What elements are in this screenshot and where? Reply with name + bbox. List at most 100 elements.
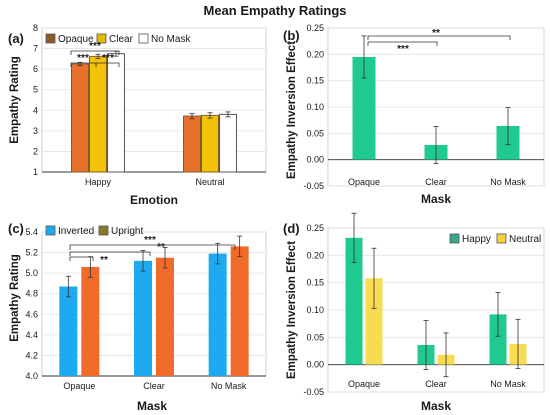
bar-opaque-neutral [365,278,383,365]
legend-label-happy: Happy [462,234,491,245]
panel-d: (d) Empathy Inversion Effect Mask -0.05 0… [283,212,545,413]
sig-bracket-opaque-clear [367,41,438,46]
x-tick-label-opaque: Opaque [348,379,380,389]
panel-a-bars: 1 2 3 4 5 6 7 8 Happy Neutral Opaque Clear No Mask [33,23,266,187]
-a--x-ticks: Happy Neutral [85,177,225,187]
y-tick-label: 5.4 [25,227,38,237]
sig-bracket-opaque-nomask [69,244,236,250]
-c--x-ticks: Opaque Clear No Mask [63,381,247,391]
legend-swatch-upright [98,225,109,236]
legend-label-upright: Upright [111,226,143,237]
y-tick-label: 5.0 [25,268,38,278]
panel-a-significance: *** *** *** [70,41,120,67]
y-tick-label: 0.10 [306,102,324,112]
panel-c: (c) Empathy Rating Mask 4.0 4.2 4.4 4.6 4.8 5… [8,221,267,413]
sig-label-opaque-nomask: *** [89,41,101,52]
bar-neutral-no-mask [219,113,237,173]
-a--y-ticks: 1 2 3 4 5 6 7 8 [33,23,38,177]
-c--y-ticks: 4.0 4.2 4.4 4.6 4.8 5.0 5.2 5.4 [25,227,38,381]
sig-label-opaque-inverted-upright: ** [100,255,108,266]
y-tick-label: 0.00 [306,360,324,370]
bar-neutral-opaque [183,115,201,173]
sig-label-opaque-clear: *** [397,44,409,55]
bar-opaque-upright [81,266,100,376]
sig-bracket-opaque-clear [69,251,151,256]
y-tick-label: 0.05 [306,332,324,342]
bar-happy-clear [89,55,107,173]
y-tick-label: 4.0 [25,371,38,381]
y-tick-label: 0.00 [306,155,324,165]
bar-opaque-inverted [59,286,78,376]
y-tick-label: 2 [33,146,38,156]
bar-no-mask-upright [230,246,249,376]
legend-swatch-clear [96,33,107,44]
bar-happy-opaque [71,63,89,173]
panel-b-significance: *** ** [367,28,511,55]
panel-c-significance: ** ** *** [69,235,236,266]
y-tick-label: 4.6 [25,309,38,319]
y-tick-label: 0.05 [306,128,324,138]
y-tick-label: 6 [33,64,38,74]
y-tick-label: -0.05 [303,181,324,191]
panel-d-letter: (d) [283,221,300,236]
sig-label-opaque-clear: ** [157,242,165,253]
legend-swatch-opaque [45,33,56,44]
x-tick-label-no-mask: No Mask [490,379,526,389]
panel-a-y-axis-title: Empathy Rating [9,56,21,144]
x-tick-label-opaque: Opaque [63,381,95,391]
-d--x-ticks: Opaque Clear No Mask [348,379,526,389]
y-tick-label: -0.05 [303,387,324,397]
bar-opaque-value [352,56,376,160]
sig-label-opaque-nomask: ** [432,28,440,39]
bar-clear-inverted [134,260,152,376]
sig-label-clear-nomask: *** [102,53,114,64]
sig-label-opaque-clear: *** [77,53,89,64]
panel-d-x-axis-title: Mask [421,399,451,413]
legend-label-inverted: Inverted [58,226,94,237]
panel-b: (b) Empathy Inversion Effect Mask -0.05 0… [283,23,545,206]
panel-a-letter: (a) [8,31,24,46]
-c--legend: Inverted Upright [45,225,143,237]
y-tick-label: 8 [33,23,38,33]
bar-happy-no-mask [107,53,125,173]
panel-c-y-axis-title: Empathy Rating [9,254,21,342]
sig-bracket-opaque-nomask [367,35,511,40]
panel-a-x-axis-title: Emotion [130,193,178,207]
y-tick-label: 0.15 [306,278,324,288]
y-tick-label: 0.15 [306,76,324,86]
legend-swatch-happy [449,233,460,244]
panel-b-letter: (b) [283,28,300,43]
panel-b-bars: -0.05 0.00 0.05 0.10 0.15 0.20 0.25 Opaque Clear… [303,23,544,191]
y-tick-label: 4 [33,105,38,115]
sig-bracket-opaque-inverted-upright [69,256,94,261]
x-tick-label-neutral: Neutral [195,177,224,187]
legend-label-clear: Clear [109,34,134,45]
bar-clear-upright [156,257,174,376]
legend-swatch-no-mask [138,33,149,44]
panel-d-bars: -0.05 0.00 0.05 0.10 0.15 0.20 0.25 Opaque Clear… [303,212,544,397]
x-tick-label-clear: Clear [425,177,447,187]
panel-d-y-axis-title: Empathy Inversion Effect [286,241,298,379]
legend-swatch-neutral [496,233,507,244]
y-tick-label: 0.20 [306,49,324,59]
figure-title: Mean Empathy Ratings [203,3,346,18]
legend-label-neutral: Neutral [509,234,541,245]
x-tick-label-opaque: Opaque [348,177,380,187]
bar-no-mask-happy [489,314,507,365]
y-tick-label: 4.2 [25,350,38,360]
panel-c-letter: (c) [8,221,24,236]
panel-c-bars: 4.0 4.2 4.4 4.6 4.8 5.0 5.2 5.4 Opaque Clear No Ma… [25,225,266,391]
x-tick-label-happy: Happy [85,177,112,187]
sig-label-opaque-nomask: *** [144,235,156,246]
x-tick-label-clear: Clear [143,381,165,391]
-b--x-ticks: Opaque Clear No Mask [348,177,526,187]
-b--y-ticks: -0.05 0.00 0.05 0.10 0.15 0.20 0.25 [303,23,324,191]
x-tick-label-no-mask: No Mask [490,177,526,187]
x-tick-label-clear: Clear [425,379,447,389]
y-tick-label: 0.25 [306,223,324,233]
y-tick-label: 1 [33,167,38,177]
sig-bracket-opaque-nomask [70,50,120,55]
y-tick-label: 5.2 [25,248,38,258]
y-tick-label: 7 [33,44,38,54]
